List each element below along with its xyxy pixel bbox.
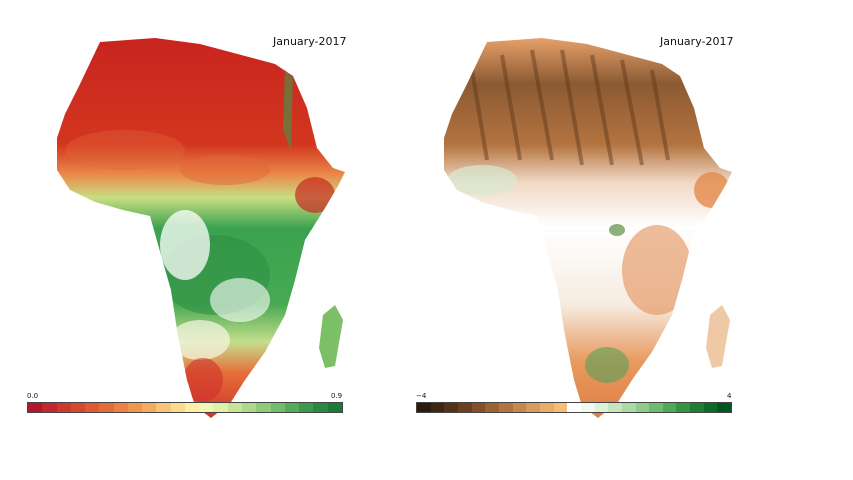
colorbar-swatch xyxy=(199,403,214,412)
map-panel-anomaly: January-2017 xyxy=(412,30,742,420)
colorbar-max-label: 0.9 xyxy=(331,392,343,400)
colorbar-swatch xyxy=(457,403,472,412)
colorbar-min-label: −4 xyxy=(416,392,427,400)
colorbar-swatch xyxy=(498,403,513,412)
madagascar xyxy=(706,305,730,368)
colorbar-swatch xyxy=(142,403,157,412)
colorbar-swatch xyxy=(430,403,445,412)
colorbar-swatch xyxy=(512,403,527,412)
map-date-label: January-2017 xyxy=(660,35,734,48)
africa-map-anomaly xyxy=(444,38,732,418)
colorbar-swatch xyxy=(28,403,43,412)
colorbar-swatch xyxy=(127,403,143,412)
colorbar-swatch xyxy=(485,403,499,412)
map-panel-ndvi: January-2017 xyxy=(25,30,355,420)
colorbar-max-label: 4 xyxy=(727,392,732,400)
colorbar-swatch xyxy=(42,403,57,412)
colorbar-swatch xyxy=(241,403,257,412)
colorbar-min-label: 0.0 xyxy=(27,392,39,400)
colorbar-anomaly xyxy=(416,402,732,413)
colorbar-swatch xyxy=(417,403,431,412)
africa-map-ndvi xyxy=(57,38,345,418)
colorbar-swatch xyxy=(256,403,271,412)
colorbar-swatch xyxy=(594,403,609,412)
africa-landmass xyxy=(444,38,732,418)
colorbar-swatch xyxy=(156,403,171,412)
colorbar-swatch xyxy=(690,403,704,412)
map-date-label: January-2017 xyxy=(273,35,347,48)
colorbar-swatch xyxy=(580,403,595,412)
colorbar-swatch xyxy=(567,403,581,412)
colorbar-swatch xyxy=(553,403,568,412)
colorbar-swatch xyxy=(184,403,200,412)
colorbar-swatch xyxy=(313,403,328,412)
colorbar-swatch xyxy=(471,403,486,412)
anomaly-texture xyxy=(447,49,730,383)
colorbar-swatch xyxy=(227,403,242,412)
colorbar-swatch xyxy=(113,403,128,412)
colorbar-swatch xyxy=(284,403,300,412)
nile-valley xyxy=(283,70,293,150)
colorbar-swatch xyxy=(539,403,554,412)
colorbar-swatch xyxy=(649,403,663,412)
colorbar-swatch xyxy=(717,403,732,412)
colorbar-swatch xyxy=(608,403,622,412)
colorbar-swatch xyxy=(99,403,114,412)
colorbar-swatch xyxy=(676,403,691,412)
colorbar-swatch xyxy=(621,403,636,412)
vegetation-texture xyxy=(65,130,335,402)
colorbar-swatch xyxy=(270,403,285,412)
colorbar-swatch xyxy=(170,403,185,412)
colorbar-swatch xyxy=(299,403,314,412)
colorbar-swatch xyxy=(635,403,650,412)
madagascar xyxy=(319,305,343,368)
colorbar-swatch xyxy=(444,403,458,412)
colorbar-swatch xyxy=(662,403,677,412)
colorbar-swatch xyxy=(526,403,540,412)
colorbar-swatch xyxy=(213,403,228,412)
colorbar-swatch xyxy=(703,403,718,412)
colorbar-ndvi xyxy=(27,402,343,413)
colorbar-swatch xyxy=(85,403,100,412)
colorbar-swatch xyxy=(56,403,71,412)
colorbar-swatch xyxy=(327,403,342,412)
colorbar-swatch xyxy=(70,403,86,412)
